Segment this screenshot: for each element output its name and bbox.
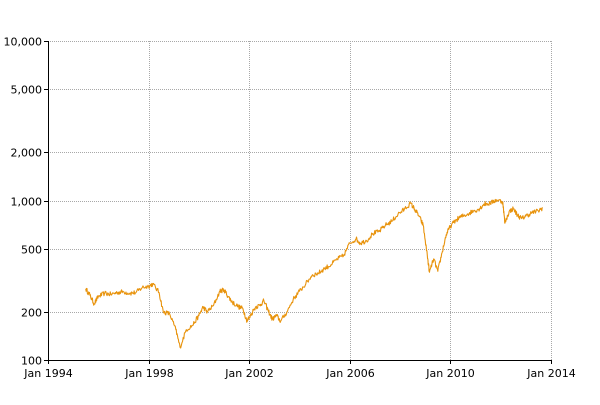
y-tick-label: 2,000 [11,147,43,160]
x-tick-label: Jan 1994 [23,367,72,380]
x-tick-label: Jan 2014 [526,367,575,380]
grid-layer [48,41,552,361]
y-tick-label: 100 [21,355,42,368]
y-tick-label: 1,000 [11,196,43,209]
x-tick-label: Jan 2006 [325,367,374,380]
y-tick-label: 500 [21,244,42,257]
y-tick-label: 200 [21,307,42,320]
series-line [85,198,543,349]
series-layer [85,198,543,349]
y-tick-label: 5,000 [11,84,43,97]
x-tick-label: Jan 2010 [425,367,474,380]
y-tick-label: 10,000 [4,36,43,49]
x-tick-label: Jan 1998 [124,367,173,380]
x-tick-label: Jan 2002 [224,367,273,380]
axis-layer: 100 200 500 1,000 2,000 5,000 10,000 Jan 1994 Ja… [4,36,576,381]
